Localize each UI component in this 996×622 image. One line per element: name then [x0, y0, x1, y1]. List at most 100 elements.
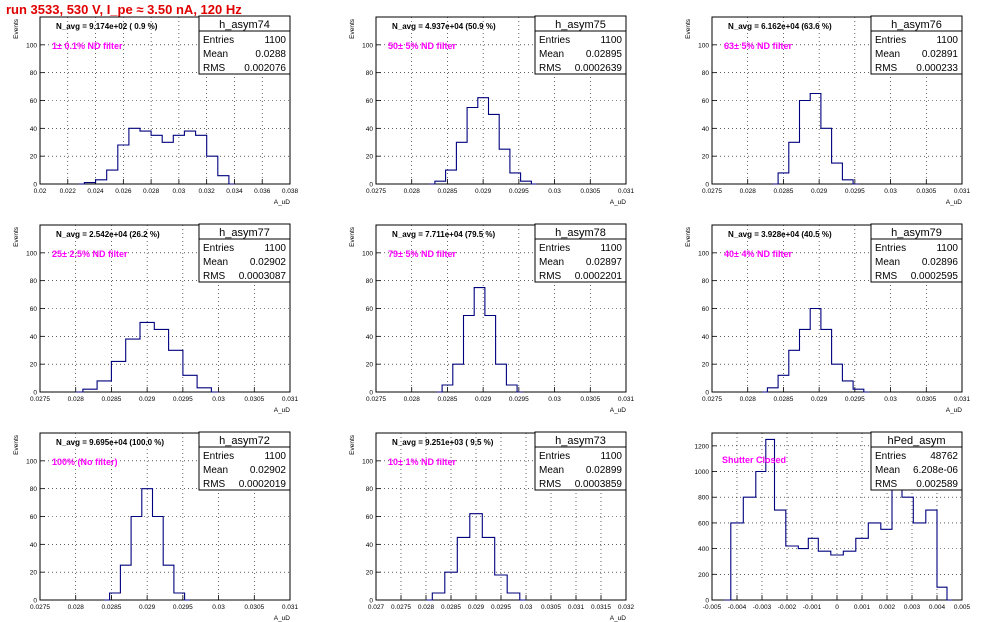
- stat-value: 0.0003087: [239, 271, 287, 282]
- histogram-panel-h_asym73: 0.027 0.0275 0.028 0.0285 0.029 0.0295 0.03 0.0…: [349, 431, 635, 622]
- y-tick-label: 40: [366, 334, 374, 341]
- x-tick-label: 0.022: [60, 188, 77, 195]
- x-tick-label: 0.029: [475, 188, 492, 195]
- x-tick-label: 0.029: [811, 188, 828, 195]
- x-tick-label: 0.0315: [591, 604, 611, 611]
- x-tick-label: 0.002: [879, 604, 896, 611]
- y-tick-label: 100: [698, 250, 709, 257]
- stats-box-frame: [198, 431, 291, 491]
- stat-value: 0.02895: [586, 49, 623, 60]
- stats-box-frame: [870, 431, 963, 491]
- filter-annotation: Shutter Closed: [722, 455, 786, 465]
- x-tick-label: 0.027: [368, 604, 385, 611]
- x-tick-label: 0.0275: [30, 396, 50, 403]
- filter-annotation: 40± 4% ND filter: [724, 249, 792, 259]
- y-tick-label: 0: [369, 598, 373, 605]
- y-tick-label: 80: [366, 278, 374, 285]
- histogram-name: h_asym78: [555, 227, 606, 239]
- x-tick-label: 0.031: [618, 188, 635, 195]
- x-tick-label: 0.026: [115, 188, 132, 195]
- y-axis-label: Events: [349, 226, 356, 247]
- y-tick-label: 40: [366, 542, 374, 549]
- y-tick-label: 100: [362, 458, 373, 465]
- stats-box: h_asym76 Entries 1100 Mean 0.02891 RMS 0.00023…: [870, 15, 963, 75]
- x-tick-label: 0.0295: [173, 396, 193, 403]
- x-tick-label: 0.0295: [845, 396, 865, 403]
- y-tick-label: 0: [33, 390, 37, 397]
- y-tick-label: 60: [30, 306, 38, 313]
- x-tick-label: 0.03: [548, 396, 561, 403]
- stats-box: h_asym79 Entries 1100 Mean 0.02896 RMS 0.00025…: [870, 223, 963, 283]
- y-tick-label: 80: [702, 278, 710, 285]
- y-tick-label: 100: [698, 42, 709, 49]
- y-tick-label: 60: [366, 514, 374, 521]
- histogram-line: [436, 287, 523, 393]
- stats-box-frame: [870, 15, 963, 75]
- stat-value: 1100: [600, 451, 622, 462]
- x-tick-label: 0.028: [143, 188, 160, 195]
- stats-box: h_asym77 Entries 1100 Mean 0.02902 RMS 0.00030…: [198, 223, 291, 283]
- x-tick-label: -0.001: [803, 604, 822, 611]
- y-tick-label: 40: [702, 334, 710, 341]
- stat-value: 1100: [936, 243, 958, 254]
- x-tick-label: 0.0285: [773, 188, 793, 195]
- x-tick-label: 0.0285: [773, 396, 793, 403]
- navg-annotation: N_avg = 6.162e+04 (63.6 %): [728, 22, 832, 31]
- stat-label: Entries: [875, 243, 906, 254]
- stat-label: RMS: [203, 271, 226, 282]
- y-axis-label: Events: [685, 226, 692, 247]
- y-axis-label: Events: [13, 226, 20, 247]
- x-tick-label: 0.005: [954, 604, 971, 611]
- navg-annotation: N_avg = 9.251e+03 ( 9.5 %): [392, 438, 494, 447]
- x-axis-label: A_uD: [946, 407, 963, 414]
- y-tick-label: 0: [705, 182, 709, 189]
- x-tick-label: 0.03: [884, 396, 897, 403]
- x-tick-label: 0.028: [740, 396, 757, 403]
- x-tick-label: 0.0295: [509, 188, 529, 195]
- stat-value: 0.0002201: [575, 271, 623, 282]
- navg-annotation: N_avg = 3.928e+04 (40.5 %): [728, 230, 832, 239]
- x-tick-label: 0.02: [34, 188, 47, 195]
- stats-box-frame: [534, 223, 627, 283]
- histogram-panel-h_asym78: 0.0275 0.028 0.0285 0.029 0.0295 0.03 0.0305 0.…: [349, 223, 635, 414]
- navg-annotation: N_avg = 9.174e+02 ( 0.9 %): [56, 22, 158, 31]
- histogram-line: [762, 307, 870, 393]
- stat-label: Mean: [539, 465, 564, 476]
- stat-label: Mean: [539, 257, 564, 268]
- y-tick-label: 0: [33, 182, 37, 189]
- histogram-panel-h_asym79: 0.0275 0.028 0.0285 0.029 0.0295 0.03 0.0305 0.…: [685, 223, 971, 414]
- x-axis-label: A_uD: [610, 615, 627, 622]
- stat-label: Mean: [875, 465, 900, 476]
- x-tick-label: 0.032: [199, 188, 216, 195]
- histogram-name: h_asym76: [891, 19, 942, 31]
- x-tick-label: -0.002: [778, 604, 797, 611]
- filter-annotation: 79± 5% ND filter: [388, 249, 456, 259]
- stat-value: 0.0002019: [239, 479, 287, 490]
- x-tick-label: 0.0285: [441, 604, 461, 611]
- histogram-line: [429, 97, 537, 185]
- stat-value: 1100: [264, 451, 286, 462]
- x-tick-label: 0.028: [740, 188, 757, 195]
- x-tick-label: 0.0275: [366, 396, 386, 403]
- histogram-panel-h_asym75: 0.0275 0.028 0.0285 0.029 0.0295 0.03 0.0305 0.…: [349, 15, 635, 206]
- histogram-name: h_asym73: [555, 435, 606, 447]
- stat-label: RMS: [539, 479, 562, 490]
- stat-value: 1100: [936, 35, 958, 46]
- stat-label: Mean: [203, 465, 228, 476]
- x-tick-label: 0.0275: [366, 188, 386, 195]
- x-axis-label: A_uD: [610, 199, 627, 206]
- stat-value: 0.02891: [922, 49, 959, 60]
- histogram-panel-h_asym77: 0.0275 0.028 0.0285 0.029 0.0295 0.03 0.0305 0.…: [13, 223, 299, 414]
- histogram-name: h_asym79: [891, 227, 942, 239]
- stat-label: RMS: [539, 63, 562, 74]
- x-tick-label: 0.029: [468, 604, 485, 611]
- y-tick-label: 80: [30, 70, 38, 77]
- y-tick-label: 20: [30, 570, 38, 577]
- x-tick-label: 0: [835, 604, 839, 611]
- histogram-name: h_asym72: [219, 435, 270, 447]
- x-axis-label: A_uD: [274, 615, 291, 622]
- navg-annotation: N_avg = 7.711e+04 (79.5 %): [392, 230, 496, 239]
- x-tick-label: 0.03: [173, 188, 186, 195]
